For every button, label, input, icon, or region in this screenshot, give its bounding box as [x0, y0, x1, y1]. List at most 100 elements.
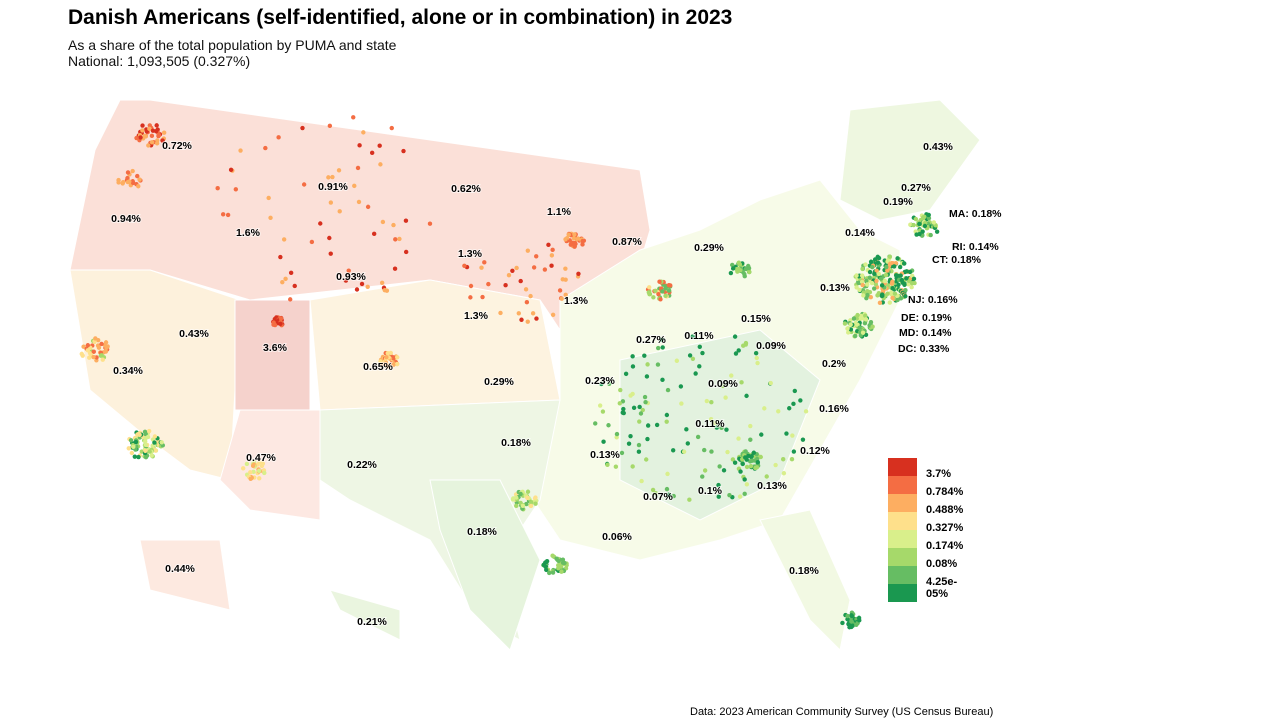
puma-dot: [136, 454, 141, 460]
puma-dot: [733, 351, 739, 356]
puma-dot: [890, 295, 895, 301]
puma-dot: [87, 355, 92, 360]
puma-dot: [513, 495, 519, 500]
puma-dot: [639, 478, 644, 484]
puma-dot: [518, 491, 523, 497]
puma-dot: [327, 123, 333, 129]
state-label-dc: DC: 0.33%: [898, 343, 950, 355]
puma-dot: [365, 204, 371, 210]
state-label-ct: CT: 0.18%: [932, 254, 982, 266]
puma-dot: [729, 373, 734, 378]
legend-swatch: [888, 548, 917, 566]
puma-dot: [152, 440, 157, 445]
puma-dot: [394, 361, 400, 367]
puma-dot: [525, 489, 531, 494]
puma-dot: [518, 278, 523, 284]
legend-label: 0.08%: [926, 558, 958, 570]
puma-dot: [798, 398, 803, 403]
puma-dot: [468, 283, 474, 289]
puma-dot: [519, 317, 524, 322]
puma-dot: [300, 125, 305, 131]
state-region: [309, 279, 561, 411]
puma-dot: [903, 294, 908, 299]
puma-dot: [845, 613, 850, 619]
state-label-ok: 0.18%: [501, 437, 531, 449]
puma-dot: [271, 320, 276, 325]
puma-dot: [908, 222, 913, 227]
puma-dot: [278, 316, 284, 321]
puma-dot: [309, 239, 315, 245]
puma-dot: [870, 324, 875, 329]
puma-dot: [741, 343, 746, 348]
puma-dot: [716, 494, 721, 499]
state-label-nc: 0.16%: [819, 403, 849, 415]
state-label-id: 1.6%: [236, 227, 261, 239]
puma-dot: [93, 336, 98, 341]
puma-dot: [865, 289, 870, 294]
puma-dot: [138, 135, 143, 140]
puma-dot: [885, 291, 890, 296]
puma-dot: [739, 380, 744, 385]
puma-dot: [738, 469, 743, 474]
puma-dot: [911, 222, 916, 228]
state-label-mi: 0.29%: [694, 242, 724, 254]
state-label-nm: 0.22%: [347, 459, 377, 471]
puma-dot: [650, 487, 656, 493]
puma-dot: [773, 462, 778, 468]
puma-dot: [780, 457, 786, 462]
puma-dot: [593, 421, 598, 426]
chart-subtitle: As a share of the total population by PU…: [68, 37, 396, 69]
puma-dot: [541, 562, 547, 567]
puma-dot: [700, 474, 705, 479]
puma-dot: [613, 464, 619, 469]
puma-dot: [149, 453, 154, 458]
puma-dot: [664, 412, 670, 418]
puma-dot: [244, 461, 250, 467]
state-label-ut: 3.6%: [263, 342, 288, 354]
puma-dot: [391, 356, 396, 361]
puma-dot: [427, 221, 433, 226]
puma-dot: [647, 291, 652, 297]
state-region: [839, 99, 981, 221]
puma-dot: [599, 381, 604, 387]
puma-dot: [875, 260, 881, 265]
puma-dot: [748, 437, 753, 442]
legend-label: 0.174%: [926, 540, 964, 552]
state-label-tx: 0.18%: [467, 526, 497, 538]
puma-dot: [576, 271, 581, 276]
puma-dot: [855, 312, 860, 318]
puma-dot: [714, 425, 720, 430]
puma-dot: [130, 179, 135, 184]
puma-dot: [690, 334, 695, 339]
puma-dot: [869, 264, 875, 270]
puma-dot: [849, 624, 854, 630]
puma-dot: [525, 495, 530, 501]
puma-dot: [928, 232, 933, 238]
puma-dot: [343, 278, 349, 283]
puma-dot: [913, 216, 919, 222]
puma-dot: [737, 494, 743, 499]
puma-dot: [922, 214, 927, 219]
puma-dot: [580, 238, 585, 244]
puma-dot: [642, 353, 647, 358]
puma-dot: [378, 162, 383, 167]
puma-dot: [630, 464, 635, 469]
puma-dot: [864, 278, 869, 284]
puma-dot: [753, 465, 758, 471]
state-label-tn: 0.11%: [695, 418, 725, 430]
puma-dot: [359, 281, 365, 287]
puma-dot: [380, 219, 386, 225]
puma-dot: [764, 474, 769, 479]
puma-dot: [510, 268, 515, 273]
puma-dot: [137, 177, 142, 182]
puma-dot: [618, 387, 623, 393]
puma-dot: [80, 353, 85, 358]
puma-dot: [531, 265, 537, 270]
puma-dot: [403, 218, 409, 223]
puma-dot: [146, 428, 152, 434]
state-label-ky: 0.09%: [708, 378, 738, 390]
puma-dot: [154, 141, 160, 146]
national-total: National: 1,093,505 (0.327%): [68, 53, 251, 69]
puma-dot: [653, 491, 658, 496]
puma-dot: [865, 292, 870, 298]
